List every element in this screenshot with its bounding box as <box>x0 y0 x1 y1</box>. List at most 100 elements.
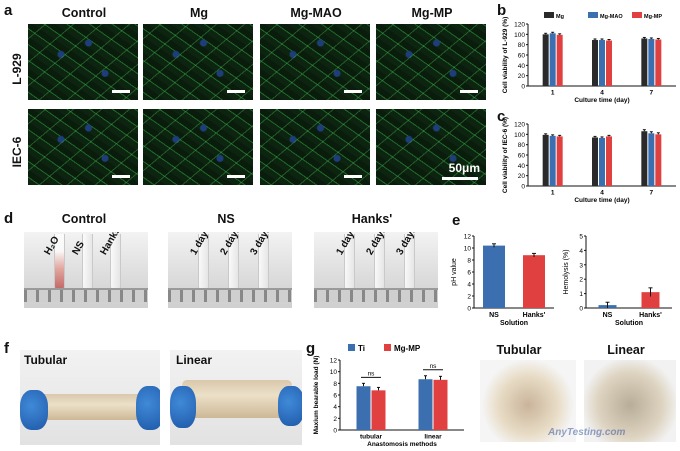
y-tick-label: 6 <box>467 270 471 277</box>
bar <box>592 40 598 86</box>
x-axis-label: Solution <box>500 320 528 327</box>
panel-a-label: a <box>4 2 13 19</box>
micrograph-l929-mg-mao <box>260 24 370 100</box>
micrograph-l929-mg <box>143 24 253 100</box>
photo-title-control: Control <box>61 212 107 226</box>
scale-bar <box>227 90 245 93</box>
legend-label: Mg-MP <box>394 344 421 353</box>
legend-label: Mg <box>556 14 564 20</box>
row-label-iec6: IEC-6 <box>10 136 24 168</box>
bar <box>641 38 648 86</box>
y-tick-label: 4 <box>467 282 471 289</box>
y-tick-label: 0 <box>579 306 583 313</box>
intestine-tissue <box>182 380 292 418</box>
photo-linear-cross-section <box>584 360 676 442</box>
bar <box>599 137 605 186</box>
photo-tubular-cross-section <box>480 360 576 442</box>
tube-rack <box>314 288 438 302</box>
scale-bar <box>442 177 478 180</box>
column-header-control: Control <box>61 6 107 20</box>
x-tick-label: linear <box>424 434 442 441</box>
bar <box>433 379 448 430</box>
y-axis-label: pH value <box>451 258 458 286</box>
y-tick-label: 0 <box>521 184 525 191</box>
bar <box>655 134 662 186</box>
y-tick-label: 2 <box>467 294 471 301</box>
x-tick-label: 1 <box>551 90 555 97</box>
panel-e-label: e <box>452 212 461 229</box>
y-tick-label: 80 <box>518 42 526 49</box>
x-tick-label: tubular <box>360 434 382 441</box>
y-tick-label: 4 <box>333 404 337 411</box>
bar <box>542 134 549 186</box>
y-tick-label: 2 <box>579 277 583 284</box>
legend-swatch <box>544 12 554 18</box>
y-tick-label: 0 <box>467 306 471 313</box>
legend-swatch <box>384 344 391 351</box>
photo-hanks-tubes: 1 day 2 days 3 days <box>314 232 438 308</box>
column-header-mg-mp: Mg-MP <box>411 6 453 20</box>
glove <box>278 386 302 426</box>
photo-label: Tubular <box>24 353 68 367</box>
panel-b-label: b <box>497 2 507 19</box>
tube-rack <box>168 288 292 302</box>
y-tick-label: 20 <box>518 73 526 80</box>
bar <box>556 34 563 86</box>
photo-control-tubes: H₂O NS Hanks' <box>24 232 148 308</box>
scale-bar-label: 50μm <box>448 161 480 175</box>
bar <box>641 292 660 308</box>
y-tick-label: 20 <box>518 173 526 180</box>
x-axis-label: Culture time (day) <box>574 197 629 204</box>
bar <box>418 379 433 430</box>
y-tick-label: 4 <box>579 248 583 255</box>
bar <box>606 136 612 186</box>
photo-title-tubular: Tubular <box>496 343 542 357</box>
scale-bar <box>460 90 478 93</box>
y-tick-label: 60 <box>518 153 526 160</box>
photo-title-ns: NS <box>217 212 235 226</box>
legend-swatch <box>588 12 598 18</box>
legend-label: Ti <box>358 344 365 353</box>
y-tick-label: 40 <box>518 163 526 170</box>
micrograph-iec6-control <box>28 109 138 185</box>
row-label-l929: L-929 <box>10 53 24 85</box>
photo-title-hanks: Hanks' <box>351 212 393 226</box>
x-tick-label: 7 <box>650 190 654 197</box>
micrograph-iec6-mg <box>143 109 253 185</box>
scale-bar <box>344 175 362 178</box>
bar <box>371 390 386 430</box>
y-tick-label: 5 <box>579 234 583 241</box>
bar <box>556 136 563 186</box>
y-tick-label: 100 <box>514 32 525 39</box>
legend-swatch <box>348 344 355 351</box>
x-axis-label: Solution <box>615 320 643 327</box>
y-axis-label: Maxium bearable load (N) <box>313 356 320 435</box>
x-tick-label: 4 <box>600 190 604 197</box>
x-tick-label: 4 <box>600 90 604 97</box>
y-tick-label: 100 <box>514 132 525 139</box>
y-tick-label: 2 <box>333 416 337 423</box>
photo-tubular-anastomosis: Tubular <box>20 350 160 445</box>
bar <box>648 133 655 186</box>
y-tick-label: 80 <box>518 142 526 149</box>
y-tick-label: 3 <box>579 262 583 269</box>
photo-label: Linear <box>176 353 213 367</box>
scale-bar <box>112 90 130 93</box>
glove <box>20 390 48 430</box>
photo-ns-tubes: 1 day 2 days 3 days <box>168 232 292 308</box>
y-tick-label: 120 <box>514 122 525 129</box>
legend-label: Mg-MP <box>644 14 662 20</box>
legend-label: Mg-MAO <box>600 14 623 20</box>
y-tick-label: 6 <box>333 393 337 400</box>
y-tick-label: 12 <box>330 358 338 365</box>
y-tick-label: 8 <box>333 381 337 388</box>
x-tick-label: NS <box>603 312 613 319</box>
bar <box>599 40 605 86</box>
bar <box>483 245 505 308</box>
column-header-mg-mao: Mg-MAO <box>290 6 342 20</box>
x-axis-label: Culture time (day) <box>574 97 629 104</box>
tube-rack <box>24 288 148 302</box>
bar <box>356 386 371 430</box>
panel-g-label: g <box>306 340 316 357</box>
micrograph-l929-mg-mp <box>376 24 486 100</box>
